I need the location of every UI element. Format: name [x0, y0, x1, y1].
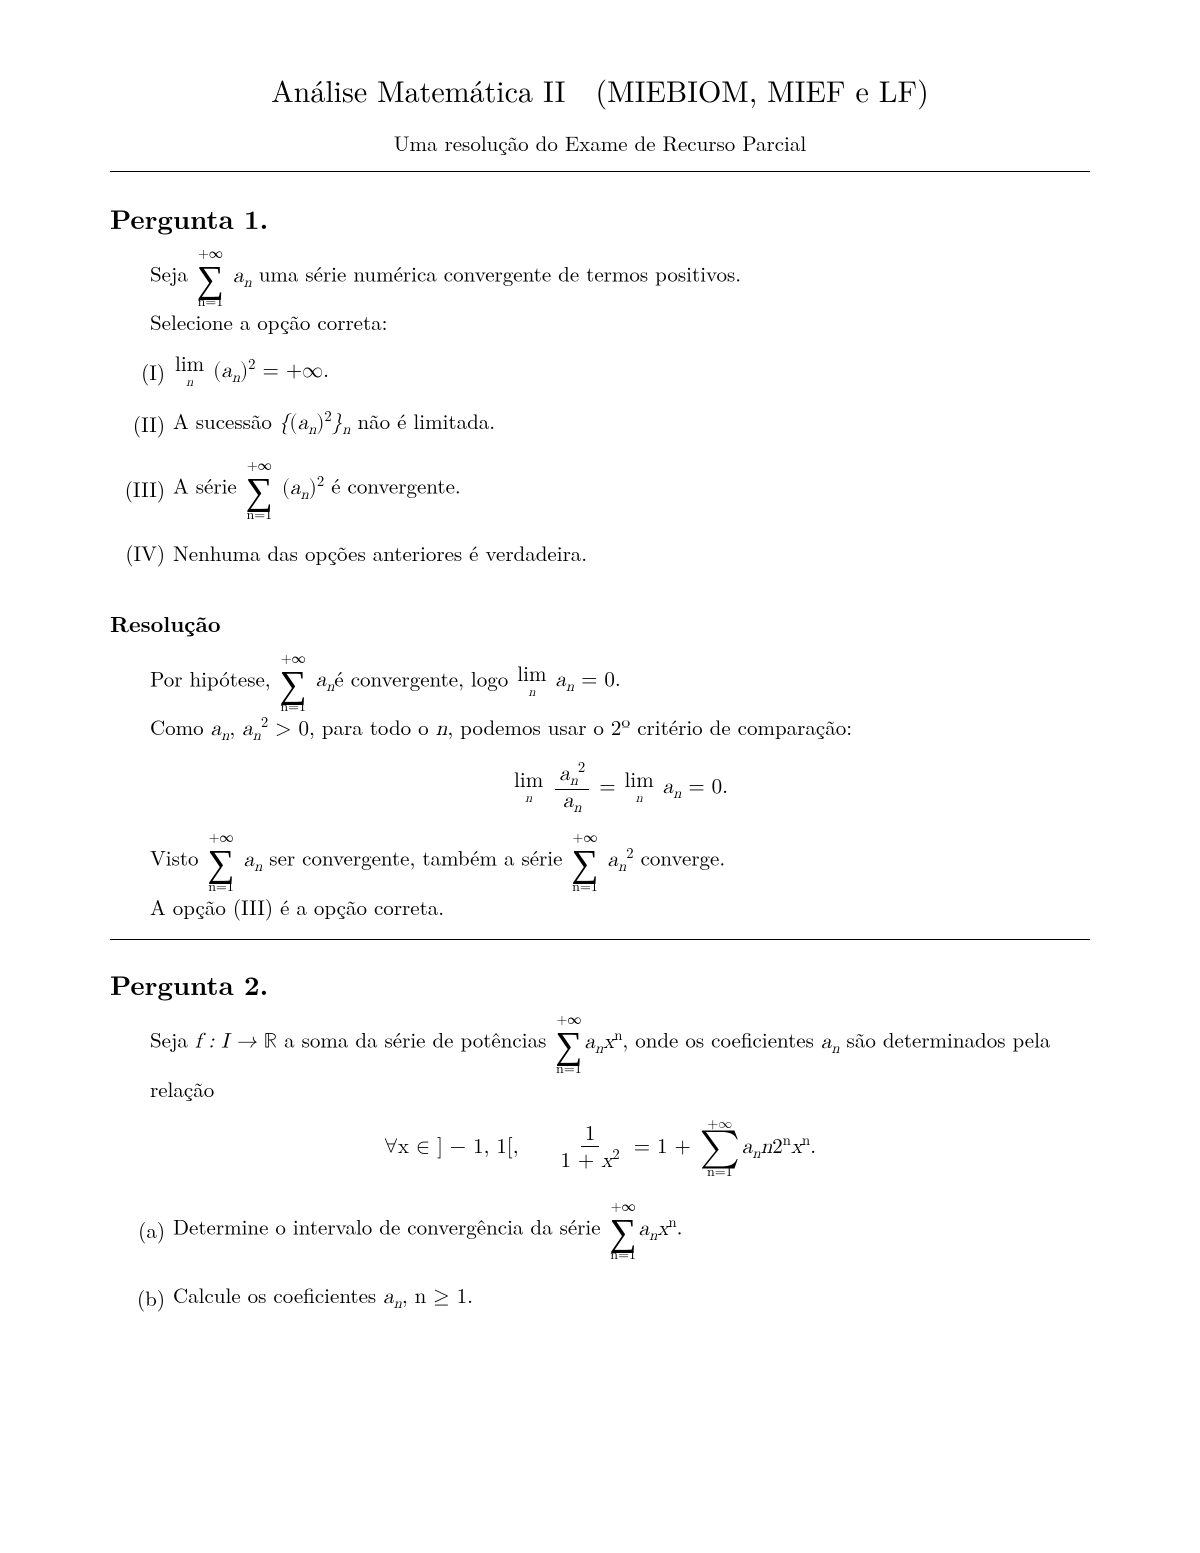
- res-line-2: Como an, an2 > 0, para todo o n, podemos…: [150, 713, 1090, 746]
- lim-op: lim n: [175, 355, 204, 389]
- sum-lower: n=1: [198, 294, 224, 308]
- page-subtitle: Uma resolução do Exame de Recurso Parcia…: [110, 129, 1090, 157]
- q2-part-a: (a) Determine o intervalo de convergênci…: [110, 1199, 1090, 1261]
- opt-label: (II): [110, 410, 173, 438]
- q1-heading: Pergunta 1.: [110, 200, 1090, 236]
- fraction: 1 1 + x2: [556, 1123, 623, 1173]
- q2-heading: Pergunta 2.: [110, 966, 1090, 1002]
- q1-q2-rule: [110, 939, 1090, 940]
- sum-symbol: +∞ ∑ n=1: [197, 246, 224, 308]
- q1-option-I: (I) lim n (an)2 = +∞.: [110, 355, 1090, 389]
- fraction: an2 an: [555, 760, 589, 817]
- q1-intro-post: uma série numérica convergente de termos…: [259, 259, 741, 289]
- q2-display-eq: ∀x ∈ ] − 1, 1[, 1 1 + x2 = 1 + +∞ ∑ n=1 …: [110, 1117, 1090, 1179]
- opt-III-text: A série +∞ ∑ n=1 (an)2 é convergente.: [173, 458, 461, 520]
- q1-resolution-body: Por hipótese, +∞ ∑ n=1 ané convergente, …: [150, 651, 1090, 921]
- q1-options: (I) lim n (an)2 = +∞. (II) A sucessão {(…: [110, 355, 1090, 567]
- sum-symbol: +∞ ∑ n=1: [700, 1117, 740, 1179]
- map-fIR: f : I →: [195, 1032, 264, 1053]
- sum-symbol: +∞ ∑ n=1: [208, 830, 235, 892]
- res-line-4: A opção (III) é a opção correta.: [150, 893, 1090, 921]
- sum-symbol: +∞ ∑ n=1: [571, 830, 598, 892]
- q1-option-II: (II) A sucessão {(an)2}n não é limitada.: [110, 407, 1090, 440]
- q1-select: Selecione a opção correta:: [150, 307, 388, 337]
- q1-resolution-heading: Resolução: [110, 609, 1090, 639]
- sum-symbol: +∞ ∑ n=1: [280, 651, 307, 713]
- res-display-eq: limn an2 an = limn an = 0.: [150, 760, 1090, 817]
- q1-intro-pre: Seja: [150, 259, 195, 289]
- sum-symbol: +∞ ∑ n=1: [246, 458, 273, 520]
- q2-intro: Seja f : I → ℝ a soma da série de potênc…: [150, 1012, 1090, 1103]
- opt-label: (III): [110, 475, 173, 503]
- part-b-text: Calcule os coeficientes an, n ≥ 1.: [173, 1281, 473, 1314]
- opt-II-text: A sucessão {(an)2}n não é limitada.: [173, 407, 495, 440]
- page-title: Análise Matemática II (MIEBIOM, MIEF e L…: [110, 70, 1090, 111]
- opt-IV-text: Nenhuma das opções anteriores é verdadei…: [173, 539, 587, 567]
- res-line-3: Visto +∞ ∑ n=1 an ser convergente, també…: [150, 830, 1090, 892]
- opt-label: (I): [110, 358, 173, 386]
- q1-intro: Seja +∞ ∑ n=1 an uma série numérica conv…: [150, 246, 1090, 337]
- q1-option-III: (III) A série +∞ ∑ n=1 (an)2 é convergen…: [110, 458, 1090, 520]
- an: an: [233, 266, 252, 287]
- opt-I-math: lim n (an)2 = +∞.: [173, 355, 329, 389]
- sigma-icon: ∑: [197, 260, 224, 294]
- page: Análise Matemática II (MIEBIOM, MIEF e L…: [0, 0, 1200, 1553]
- res-line-1: Por hipótese, +∞ ∑ n=1 ané convergente, …: [150, 651, 1090, 713]
- header-rule: [110, 171, 1090, 172]
- opt-label: (IV): [110, 539, 173, 567]
- q1-option-IV: (IV) Nenhuma das opções anteriores é ver…: [110, 539, 1090, 567]
- sum-symbol: +∞ ∑ n=1: [610, 1199, 637, 1261]
- part-label: (b): [110, 1284, 173, 1312]
- part-a-text: Determine o intervalo de convergência da…: [173, 1199, 682, 1261]
- q2-parts: (a) Determine o intervalo de convergênci…: [110, 1199, 1090, 1314]
- q2-part-b: (b) Calcule os coeficientes an, n ≥ 1.: [110, 1281, 1090, 1314]
- part-label: (a): [110, 1216, 173, 1244]
- sum-symbol: +∞ ∑ n=1: [555, 1012, 582, 1074]
